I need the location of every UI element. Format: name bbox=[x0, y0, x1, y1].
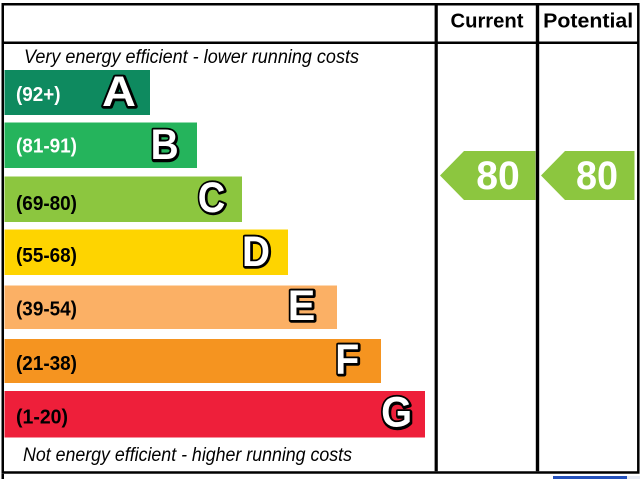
svg-text:G: G bbox=[381, 390, 412, 437]
svg-text:E: E bbox=[288, 284, 316, 331]
svg-text:Current: Current bbox=[451, 11, 524, 33]
svg-text:C: C bbox=[198, 176, 226, 223]
svg-text:Not energy efficient - higher: Not energy efficient - higher running co… bbox=[23, 444, 352, 466]
svg-text:B: B bbox=[151, 122, 179, 169]
svg-text:A: A bbox=[102, 69, 136, 116]
svg-text:Potential: Potential bbox=[543, 11, 633, 33]
svg-text:D: D bbox=[243, 230, 271, 277]
svg-text:A: A bbox=[103, 70, 137, 117]
svg-text:G: G bbox=[382, 390, 413, 437]
svg-text:Very energy efficient - lower: Very energy efficient - lower running co… bbox=[24, 46, 359, 68]
svg-text:(55-68): (55-68) bbox=[16, 244, 77, 267]
svg-text:80: 80 bbox=[576, 154, 618, 198]
svg-text:(21-38): (21-38) bbox=[16, 352, 77, 375]
svg-text:(81-91): (81-91) bbox=[16, 135, 77, 158]
svg-text:80: 80 bbox=[476, 154, 520, 198]
svg-text:(92+): (92+) bbox=[16, 83, 61, 106]
svg-text:(69-80): (69-80) bbox=[16, 192, 77, 215]
svg-text:C: C bbox=[198, 175, 226, 222]
svg-text:D: D bbox=[242, 229, 270, 276]
svg-text:(1-20): (1-20) bbox=[16, 405, 68, 428]
svg-text:E: E bbox=[288, 283, 316, 330]
svg-text:B: B bbox=[151, 123, 179, 170]
svg-text:F: F bbox=[335, 337, 359, 384]
svg-text:(39-54): (39-54) bbox=[16, 297, 77, 320]
svg-text:F: F bbox=[336, 338, 360, 385]
